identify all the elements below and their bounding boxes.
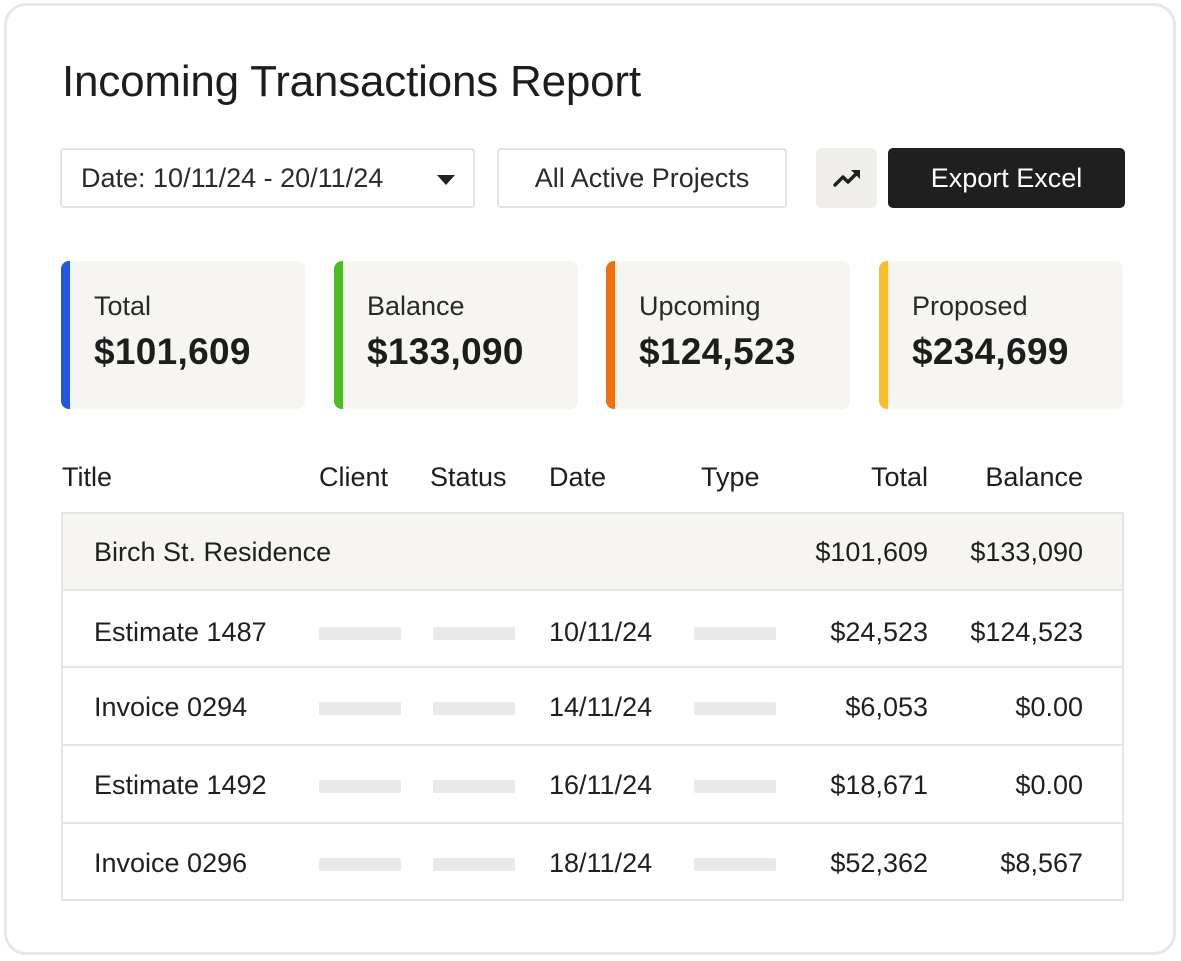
row-date: 18/11/24 (549, 848, 653, 878)
column-header-type[interactable]: Type (701, 462, 760, 492)
client-placeholder (319, 702, 401, 715)
summary-label: Proposed (912, 291, 1028, 321)
summary-value: $133,090 (367, 331, 524, 372)
row-date: 14/11/24 (549, 692, 653, 722)
row-divider (63, 822, 1122, 824)
summary-value: $101,609 (94, 331, 251, 372)
project-filter-label: All Active Projects (534, 162, 750, 193)
client-placeholder (319, 858, 401, 871)
row-balance: $0.00 (1015, 770, 1083, 800)
type-placeholder (694, 780, 776, 793)
date-range-select[interactable]: Date: 10/11/24 - 20/11/24 (60, 148, 475, 208)
row-title: Invoice 0294 (94, 692, 248, 722)
status-placeholder (433, 780, 515, 793)
row-balance: $8,567 (1000, 848, 1083, 878)
row-title: Invoice 0296 (94, 848, 248, 878)
row-total: $6,053 (845, 692, 928, 722)
column-header-date[interactable]: Date (549, 462, 607, 492)
column-header-balance[interactable]: Balance (985, 462, 1083, 492)
page-title: Incoming Transactions Report (62, 57, 641, 106)
row-divider (63, 744, 1122, 746)
trending-up-icon (832, 170, 860, 187)
summary-value: $124,523 (639, 331, 796, 372)
status-placeholder (433, 627, 515, 640)
status-placeholder (433, 858, 515, 871)
summary-card-upcoming: Upcoming $124,523 (606, 261, 850, 409)
row-date: 10/11/24 (549, 617, 653, 647)
summary-card-proposed: Proposed $234,699 (879, 261, 1123, 409)
column-header-status[interactable]: Status (430, 462, 507, 492)
row-total: $18,671 (830, 770, 928, 800)
row-total: $52,362 (830, 848, 928, 878)
summary-card-total: Total $101,609 (61, 261, 305, 409)
row-title: Estimate 1487 (94, 617, 267, 647)
type-placeholder (694, 858, 776, 871)
summary-label: Upcoming (639, 291, 761, 321)
column-header-total[interactable]: Total (870, 462, 928, 492)
row-balance: $124,523 (970, 617, 1083, 647)
group-balance: $133,090 (970, 537, 1083, 567)
column-header-client[interactable]: Client (319, 462, 389, 492)
row-title: Estimate 1492 (94, 770, 267, 800)
row-date: 16/11/24 (549, 770, 653, 800)
summary-card-balance: Balance $133,090 (334, 261, 578, 409)
row-balance: $0.00 (1015, 692, 1083, 722)
client-placeholder (319, 627, 401, 640)
summary-label: Balance (367, 291, 465, 321)
row-total: $24,523 (830, 617, 928, 647)
caret-down-icon (437, 175, 455, 185)
summary-value: $234,699 (912, 331, 1069, 372)
status-placeholder (433, 702, 515, 715)
export-excel-button[interactable]: Export Excel (888, 148, 1125, 208)
date-range-label: Date: 10/11/24 - 20/11/24 (81, 162, 384, 193)
accent-bar (606, 261, 615, 409)
accent-bar (879, 261, 888, 409)
column-header-title[interactable]: Title (62, 462, 113, 492)
chart-view-button[interactable] (816, 148, 877, 208)
type-placeholder (694, 627, 776, 640)
type-placeholder (694, 702, 776, 715)
client-placeholder (319, 780, 401, 793)
accent-bar (334, 261, 343, 409)
group-title: Birch St. Residence (94, 537, 332, 567)
group-total: $101,609 (815, 537, 928, 567)
project-filter-button[interactable]: All Active Projects (497, 148, 787, 208)
accent-bar (61, 261, 70, 409)
summary-label: Total (94, 291, 152, 321)
project-group-row[interactable] (63, 514, 1122, 591)
transactions-table (61, 512, 1124, 901)
row-divider (63, 666, 1122, 668)
